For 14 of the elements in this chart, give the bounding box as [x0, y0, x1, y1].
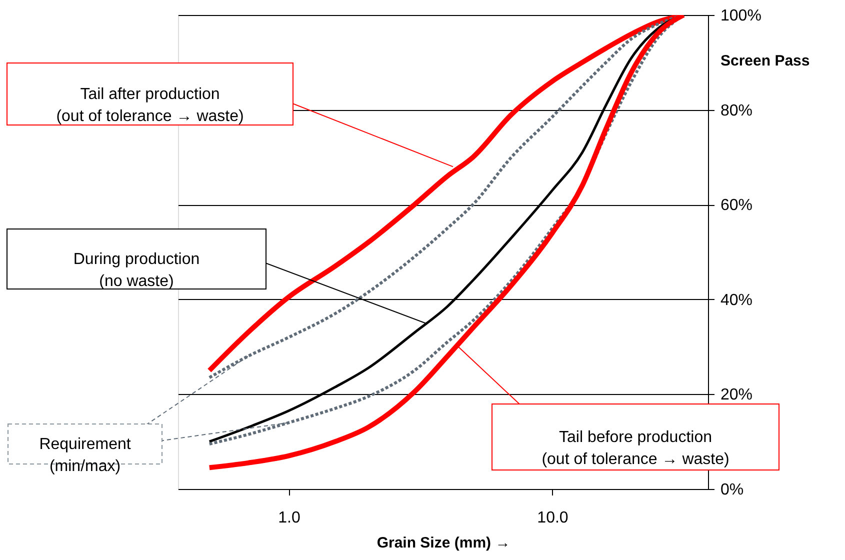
annotation: Requirement (min/max): [39, 436, 132, 475]
y-tick-label: 60%: [720, 197, 753, 214]
y-tick-label: 100%: [720, 8, 762, 24]
x-axis-title: Grain Size (mm) →: [376, 534, 510, 552]
x-tick-label: 10.0: [537, 510, 568, 526]
y-tick-label: 40%: [720, 292, 753, 309]
x-tick-label: 1.0: [278, 510, 300, 526]
annotation: Tail after production (out of tolerance → waste): [56, 86, 244, 125]
y-tick-label: 80%: [720, 102, 753, 120]
annotation: Tail before production (out of tolerance → waste): [542, 429, 730, 468]
y-tick-label: 0%: [720, 482, 744, 498]
y-tick-label: 20%: [720, 386, 753, 404]
annotation: During production (no waste): [73, 251, 200, 290]
y-axis-title: Screen Pass: [720, 52, 810, 70]
